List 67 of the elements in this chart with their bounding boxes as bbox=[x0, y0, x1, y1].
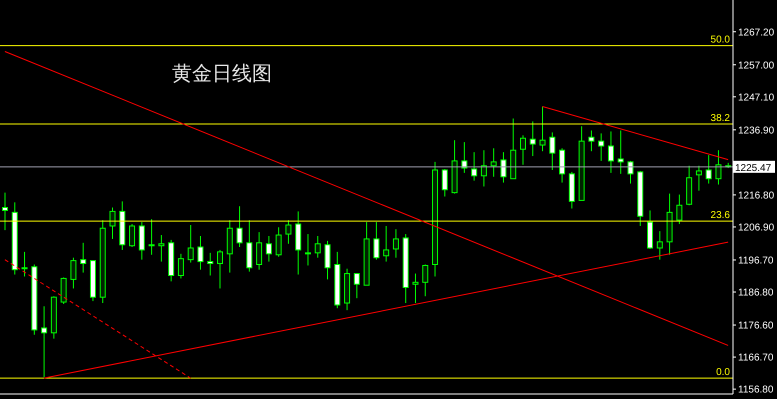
candlestick bbox=[627, 160, 634, 184]
candlestick bbox=[158, 234, 164, 262]
candlestick bbox=[412, 273, 418, 304]
candlestick bbox=[354, 273, 360, 299]
candlestick bbox=[676, 194, 682, 225]
y-tick-label: 1247.10 bbox=[738, 92, 775, 104]
y-tick-label: 1206.90 bbox=[738, 222, 775, 234]
candlestick bbox=[471, 152, 478, 182]
y-tick-label: 1257.00 bbox=[738, 60, 775, 72]
candlestick bbox=[2, 192, 8, 231]
candlestick bbox=[540, 106, 546, 152]
candlestick bbox=[22, 251, 28, 277]
annotation: 38.2 bbox=[710, 112, 730, 124]
candlestick bbox=[442, 168, 448, 198]
candlestick bbox=[256, 232, 262, 270]
candlestick bbox=[266, 236, 272, 262]
candlestick bbox=[696, 165, 702, 192]
candlestick bbox=[656, 230, 663, 260]
candlestick bbox=[60, 276, 67, 304]
candlestick bbox=[392, 228, 399, 258]
candlestick bbox=[148, 218, 155, 256]
candlestick bbox=[70, 257, 76, 289]
candlestick bbox=[80, 242, 86, 274]
ref-line-label: 1225.47 bbox=[735, 162, 772, 174]
candlestick bbox=[236, 206, 243, 248]
candlestick bbox=[138, 222, 145, 260]
text: 黄金日线图 bbox=[172, 60, 272, 87]
candlestick bbox=[588, 130, 594, 152]
candlestick bbox=[285, 220, 292, 244]
candlestick bbox=[314, 236, 321, 258]
candlestick bbox=[490, 148, 497, 178]
candlestick bbox=[41, 306, 48, 378]
candlestick bbox=[129, 224, 136, 248]
y-tick-label: 1166.70 bbox=[738, 352, 774, 364]
candlestick bbox=[500, 152, 506, 184]
candlestick bbox=[520, 134, 526, 166]
y-tick-label: 1186.80 bbox=[738, 288, 774, 299]
candlestick bbox=[559, 148, 566, 184]
y-tick-label: 1236.90 bbox=[738, 125, 775, 136]
candlestick bbox=[217, 249, 224, 289]
annotation: 0.0 bbox=[716, 367, 730, 378]
y-tick-label: 1267.20 bbox=[738, 27, 775, 38]
candlestick bbox=[197, 236, 204, 270]
annotation: 23.6 bbox=[710, 210, 730, 222]
candlestick bbox=[188, 224, 194, 264]
candlestick bbox=[706, 154, 712, 184]
candlestick bbox=[110, 207, 116, 240]
candlestick bbox=[324, 240, 331, 280]
candlestick bbox=[480, 150, 487, 187]
candlestick bbox=[207, 252, 214, 276]
candlestick bbox=[715, 150, 722, 186]
candlestick bbox=[618, 130, 624, 174]
candlestick bbox=[276, 226, 282, 258]
candlestick bbox=[178, 253, 184, 279]
candlestick bbox=[373, 222, 380, 260]
candlestick bbox=[530, 120, 536, 157]
y-tick-label: 1196.70 bbox=[738, 256, 774, 267]
candlestick bbox=[304, 234, 311, 266]
candlestick bbox=[549, 132, 556, 170]
candlestick bbox=[608, 130, 614, 174]
annotation: 50.0 bbox=[710, 34, 730, 46]
candlestick bbox=[422, 264, 428, 297]
y-tick-label: 1156.80 bbox=[738, 384, 774, 396]
y-tick-label: 1176.60 bbox=[738, 320, 774, 332]
candlestick bbox=[598, 132, 604, 162]
candlestick bbox=[383, 225, 390, 262]
y-tick-label: 1216.80 bbox=[738, 190, 775, 202]
